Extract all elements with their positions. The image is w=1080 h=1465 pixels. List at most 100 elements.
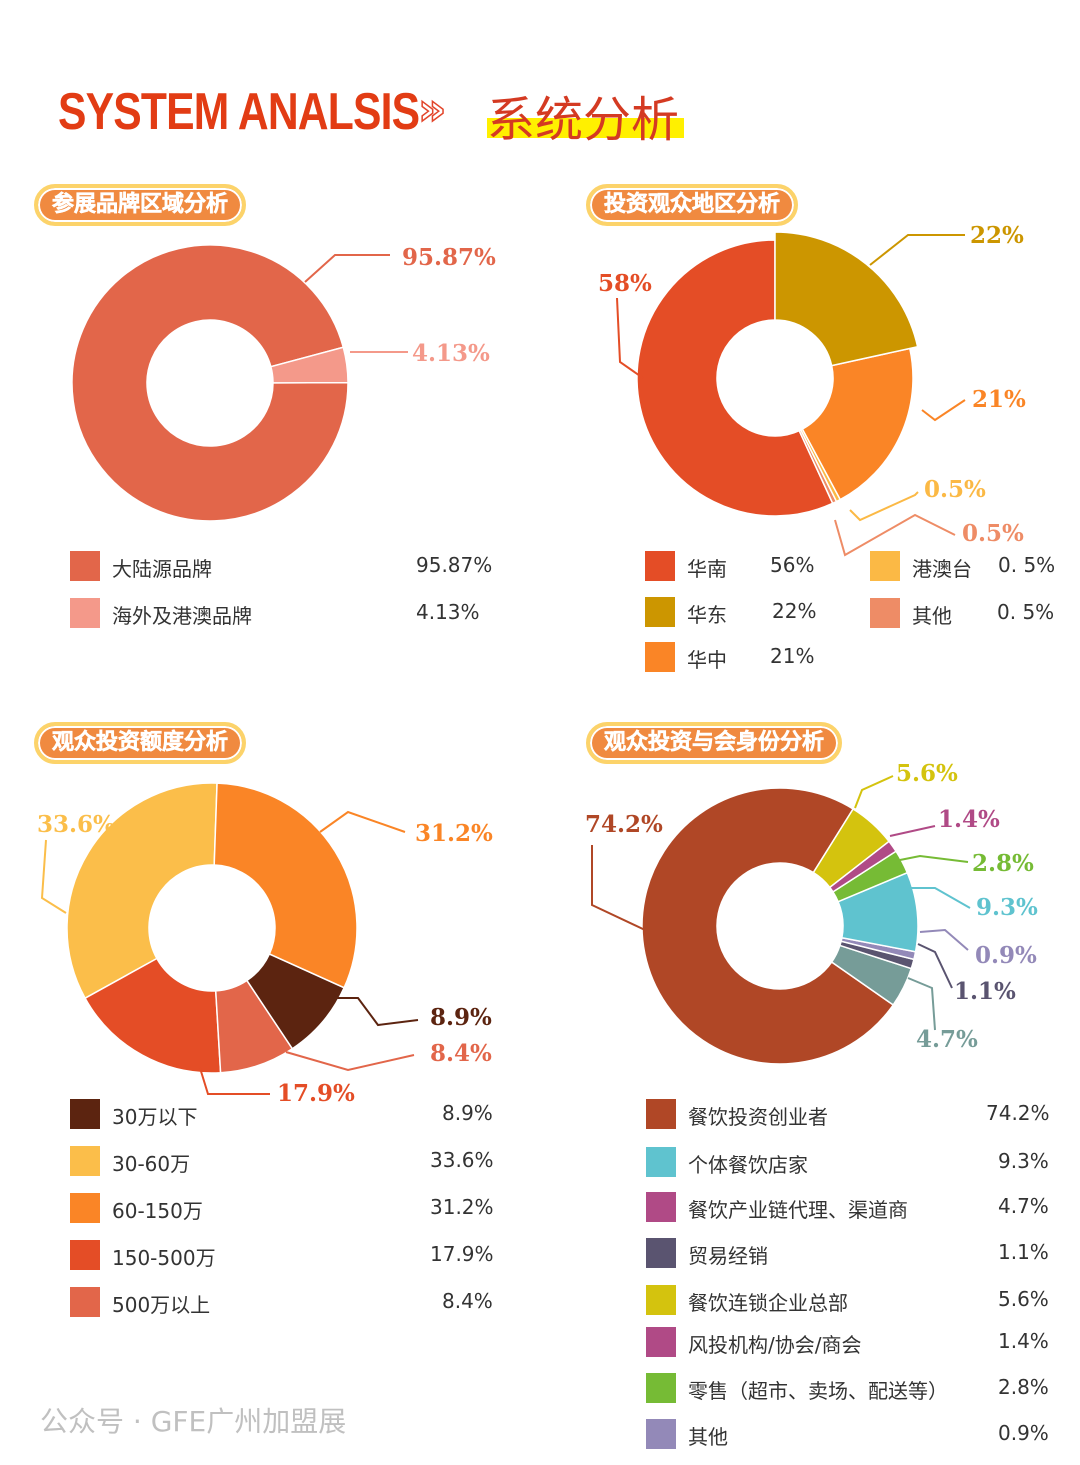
legend-label: 其他 bbox=[688, 1425, 728, 1449]
legend-label: 其他 bbox=[912, 604, 952, 628]
legend-label: 零售（超市、卖场、配送等） bbox=[688, 1379, 948, 1403]
title-en: SYSTEM ANALSIS bbox=[58, 83, 420, 141]
legend-value: 95.87% bbox=[416, 553, 493, 577]
chart4-label: 2.8% bbox=[972, 850, 1034, 877]
legend-swatch bbox=[646, 1285, 676, 1315]
pie-slice bbox=[774, 231, 919, 367]
chart2-title: 投资观众地区分析 bbox=[586, 184, 799, 226]
legend-swatch bbox=[70, 1240, 100, 1270]
chart3-label: 17.9% bbox=[277, 1080, 355, 1107]
pie-slice bbox=[214, 979, 294, 1074]
chart3-title: 观众投资额度分析 bbox=[34, 722, 247, 764]
legend-swatch bbox=[70, 1099, 100, 1129]
chart4-label: 1.4% bbox=[938, 806, 1000, 833]
legend-swatch bbox=[646, 1419, 676, 1449]
legend-value: 56% bbox=[770, 553, 815, 577]
legend-swatch bbox=[646, 1192, 676, 1222]
pie-slice bbox=[831, 850, 909, 903]
pie-slice bbox=[641, 787, 895, 1065]
legend-value: 33.6% bbox=[430, 1148, 494, 1172]
pie-slice bbox=[213, 782, 358, 989]
chart1-title: 参展品牌区域分析 bbox=[34, 184, 247, 226]
chart2-label: 0.5% bbox=[924, 476, 986, 503]
legend-label: 风投机构/协会/商会 bbox=[688, 1333, 862, 1357]
pie-slice bbox=[84, 957, 222, 1074]
legend-swatch bbox=[645, 642, 675, 672]
legend-swatch bbox=[645, 551, 675, 581]
legend-swatch bbox=[70, 1287, 100, 1317]
legend-swatch bbox=[645, 597, 675, 627]
legend-swatch bbox=[646, 1327, 676, 1357]
title-highlight bbox=[487, 118, 684, 138]
legend-value: 9.3% bbox=[998, 1149, 1049, 1173]
legend-label: 500万以上 bbox=[112, 1293, 211, 1317]
legend-swatch bbox=[70, 1146, 100, 1176]
legend-swatch bbox=[870, 551, 900, 581]
legend-value: 4.7% bbox=[998, 1194, 1049, 1218]
legend-swatch bbox=[646, 1147, 676, 1177]
legend-swatch bbox=[646, 1238, 676, 1268]
title-cn: 系统分析 bbox=[487, 92, 680, 148]
chart3-label: 33.6% bbox=[37, 811, 115, 838]
pie-slice bbox=[66, 782, 218, 1000]
legend-value: 0. 5% bbox=[998, 553, 1056, 577]
legend-value: 0. 5% bbox=[997, 600, 1055, 624]
legend-label: 大陆源品牌 bbox=[112, 557, 212, 581]
legend-label: 华中 bbox=[687, 648, 727, 672]
legend-label: 贸易经销 bbox=[688, 1244, 768, 1268]
legend-swatch bbox=[646, 1099, 676, 1129]
chart2-label: 58% bbox=[598, 270, 652, 297]
chart4-label: 5.6% bbox=[896, 760, 958, 787]
pie-slice bbox=[245, 952, 346, 1050]
chart2-label: 0.5% bbox=[962, 520, 1024, 547]
legend-swatch bbox=[646, 1373, 676, 1403]
legend-value: 17.9% bbox=[430, 1242, 494, 1266]
legend-label: 150-500万 bbox=[112, 1246, 216, 1270]
chart3-label: 8.4% bbox=[430, 1040, 492, 1067]
pie-slice bbox=[837, 871, 919, 953]
legend-swatch bbox=[870, 598, 900, 628]
chart2-label: 21% bbox=[972, 386, 1026, 413]
legend-label: 餐饮投资创业者 bbox=[688, 1105, 828, 1129]
legend-label: 海外及港澳品牌 bbox=[112, 604, 252, 628]
legend-value: 21% bbox=[770, 644, 815, 668]
legend-label: 华南 bbox=[687, 557, 727, 581]
chart4-label: 4.7% bbox=[916, 1026, 978, 1053]
legend-value: 4.13% bbox=[416, 600, 480, 624]
legend-swatch bbox=[70, 551, 100, 581]
legend-label: 30万以下 bbox=[112, 1105, 198, 1129]
pie-slice bbox=[636, 239, 834, 517]
chart4-label: 74.2% bbox=[585, 811, 663, 838]
legend-value: 2.8% bbox=[998, 1375, 1049, 1399]
legend-swatch bbox=[70, 1193, 100, 1223]
legend-value: 8.4% bbox=[442, 1289, 493, 1313]
pie-slice bbox=[812, 807, 891, 889]
legend-label: 个体餐饮店家 bbox=[688, 1153, 808, 1177]
legend-label: 华东 bbox=[687, 603, 727, 627]
legend-label: 30-60万 bbox=[112, 1152, 191, 1176]
chart3-label: 8.9% bbox=[430, 1004, 492, 1031]
chart4-title: 观众投资与会身份分析 bbox=[586, 722, 843, 764]
chart1-label: 4.13% bbox=[412, 340, 490, 367]
legend-value: 1.4% bbox=[998, 1329, 1049, 1353]
legend-value: 1.1% bbox=[998, 1240, 1049, 1264]
chart4-label: 9.3% bbox=[976, 894, 1038, 921]
legend-label: 餐饮产业链代理、渠道商 bbox=[688, 1198, 908, 1222]
legend-label: 60-150万 bbox=[112, 1199, 203, 1223]
chart4-label: 1.1% bbox=[954, 978, 1016, 1005]
pie-slice bbox=[269, 346, 349, 384]
double-chevron-icon: » bbox=[417, 83, 447, 136]
legend-value: 31.2% bbox=[430, 1195, 494, 1219]
pie-slice bbox=[801, 347, 914, 501]
chart4-label: 0.9% bbox=[975, 942, 1037, 969]
chart1-label: 95.87% bbox=[402, 244, 496, 271]
legend-label: 餐饮连锁企业总部 bbox=[688, 1291, 848, 1315]
legend-value: 0.9% bbox=[998, 1421, 1049, 1445]
pie-slice bbox=[71, 244, 349, 522]
legend-value: 74.2% bbox=[986, 1101, 1050, 1125]
legend-label: 港澳台 bbox=[912, 557, 972, 581]
chart3-label: 31.2% bbox=[415, 820, 493, 847]
legend-swatch bbox=[70, 598, 100, 628]
